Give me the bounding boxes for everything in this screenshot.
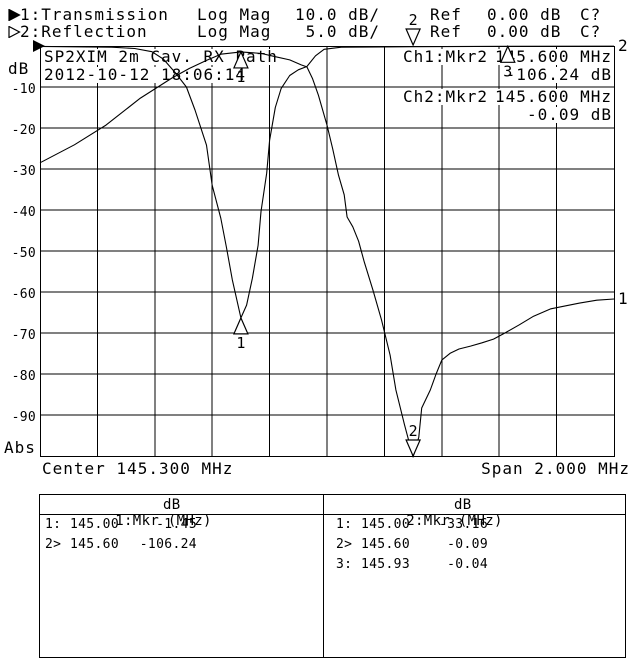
marker-number: 3: <box>336 557 353 572</box>
trace2-scale: 5.0 dB/ <box>305 22 380 41</box>
trace1-cal-status: C? <box>580 5 602 24</box>
y-axis-bottom-label: Abs <box>4 438 36 457</box>
y-axis-unit-label: dB <box>8 59 30 78</box>
ch1-marker-value: -106.24 dB <box>506 65 612 84</box>
marker-table-row: 2> 145.60 -0.09 <box>336 537 488 557</box>
marker-table2-header: 2:Mkr (MHz) dB <box>336 497 503 561</box>
y-tick-label: -50 <box>11 246 36 261</box>
ch1-marker-readout-label: Ch1:Mkr2 <box>403 47 488 66</box>
ch2-marker-readout-label-backing <box>401 89 491 105</box>
marker-table1-title: 1:Mkr (MHz) <box>115 513 212 529</box>
marker-level: -33.16 <box>438 517 488 532</box>
trace2-cal-status: C? <box>580 22 602 41</box>
table-header-divider <box>40 514 625 515</box>
trace1-end-label: 1 <box>618 289 628 308</box>
marker-level: -1.45 <box>156 517 197 532</box>
plot-grid <box>40 46 614 456</box>
trace2-end-label: 2 <box>618 36 628 55</box>
trace2-format: Log Mag <box>197 22 272 41</box>
trace-reflection <box>39 45 615 319</box>
marker2-trace2-symbol-icon <box>405 28 422 47</box>
marker2-trace1-symbol-icon <box>405 439 422 458</box>
marker-table-row: 1: 145.00 -33.16 <box>336 517 488 537</box>
marker3-trace2-number: 3 <box>503 62 512 80</box>
marker-table-row: 2> 145.60 -106.24 <box>45 537 197 557</box>
y-axis-ticks: -10 -20 -30 -40 -50 -60 -70 -80 -90 <box>0 46 36 456</box>
marker-table-trace2: 2:Mkr (MHz) dB 1: 145.00 -33.16 2> 145.60 -0.… <box>331 495 625 657</box>
ch2-marker-value-backing <box>524 107 614 123</box>
ch2-marker-frequency-backing <box>493 89 614 105</box>
ch2-marker-readout-label: Ch2:Mkr2 <box>403 87 488 106</box>
marker2-trace1-number: 2 <box>409 422 418 440</box>
center-frequency-label: Center 145.300 MHz <box>42 459 234 478</box>
marker-frequency: 145.60 <box>360 537 410 552</box>
ch1-marker-frequency-backing <box>493 49 614 65</box>
chart-datetime: 2012-10-12 18:06:14 <box>44 65 246 84</box>
trace-transmission <box>39 51 615 458</box>
marker1-trace2-symbol-icon <box>232 316 249 335</box>
marker-tables: 1:Mkr (MHz) dB 1: 145.00 -1.45 2> 145.60 -106… <box>39 494 626 658</box>
ref-level-arrow-icon <box>33 40 45 52</box>
trace2-active-arrow-icon <box>8 26 21 38</box>
trace1-ref-label: Ref <box>430 5 462 24</box>
y-tick-label: -30 <box>11 164 36 179</box>
marker-number: 2> <box>336 537 353 552</box>
y-tick-label: -40 <box>11 205 36 220</box>
marker-number: 1: <box>336 517 353 532</box>
trace1-scale: 10.0 dB/ <box>294 5 380 24</box>
y-tick-label: -60 <box>11 287 36 302</box>
trace1-ref-value: 0.00 dB <box>487 5 562 24</box>
trace1-active-arrow-icon <box>8 9 21 21</box>
y-tick-label: -10 <box>11 82 36 97</box>
marker-level: -0.09 <box>447 537 488 552</box>
chart-datetime-backing <box>42 67 248 83</box>
marker-table-row: 1: 145.00 -1.45 <box>45 517 197 537</box>
marker1-trace1-number: 1 <box>236 68 245 86</box>
ch1-marker-readout-label-backing <box>401 49 491 65</box>
trace2-label: 2:Reflection <box>20 22 148 41</box>
marker1-trace1-symbol-icon <box>232 50 249 69</box>
marker2-trace2-number: 2 <box>409 11 418 29</box>
marker-table2-unit: dB <box>454 497 472 513</box>
marker3-trace2-symbol-icon <box>499 44 516 63</box>
chart-title: SP2XIM 2m Cav. RX Path <box>44 47 278 66</box>
marker-table1-rows: 1: 145.00 -1.45 2> 145.60 -106.24 <box>45 517 197 557</box>
y-tick-label: -90 <box>11 410 36 425</box>
marker-level: -106.24 <box>139 537 197 552</box>
marker1-trace2-number: 1 <box>236 334 245 352</box>
marker-table2-title: 2:Mkr (MHz) <box>406 513 503 529</box>
marker-frequency: 145.60 <box>69 537 119 552</box>
marker-frequency: 145.00 <box>360 517 410 532</box>
trace1-label: 1:Transmission <box>20 5 169 24</box>
marker-table2-rows: 1: 145.00 -33.16 2> 145.60 -0.09 3: 145.93 -0.04 <box>336 517 488 577</box>
trace2-ref-value: 0.00 dB <box>487 22 562 41</box>
marker-frequency: 145.00 <box>69 517 119 532</box>
y-tick-label: -80 <box>11 369 36 384</box>
marker-number: 1: <box>45 517 62 532</box>
ch2-marker-frequency: 145.600 MHz <box>495 87 612 106</box>
marker-number: 2> <box>45 537 62 552</box>
marker-frequency: 145.93 <box>360 557 410 572</box>
trace2-ref-label: Ref <box>430 22 462 41</box>
marker-table-row: 3: 145.93 -0.04 <box>336 557 488 577</box>
ch1-marker-frequency: 145.600 MHz <box>495 47 612 66</box>
marker-table-trace1: 1:Mkr (MHz) dB 1: 145.00 -1.45 2> 145.60 -106… <box>40 495 323 657</box>
ch2-marker-value: -0.09 dB <box>527 105 612 124</box>
marker-table1-unit: dB <box>163 497 181 513</box>
marker-table1-header: 1:Mkr (MHz) dB <box>45 497 212 561</box>
table-vertical-divider <box>323 495 324 657</box>
marker-level: -0.04 <box>447 557 488 572</box>
ch1-marker-value-backing <box>503 67 614 83</box>
trace1-format: Log Mag <box>197 5 272 24</box>
span-frequency-label: Span 2.000 MHz <box>481 459 630 478</box>
y-tick-label: -70 <box>11 328 36 343</box>
y-tick-label: -20 <box>11 123 36 138</box>
